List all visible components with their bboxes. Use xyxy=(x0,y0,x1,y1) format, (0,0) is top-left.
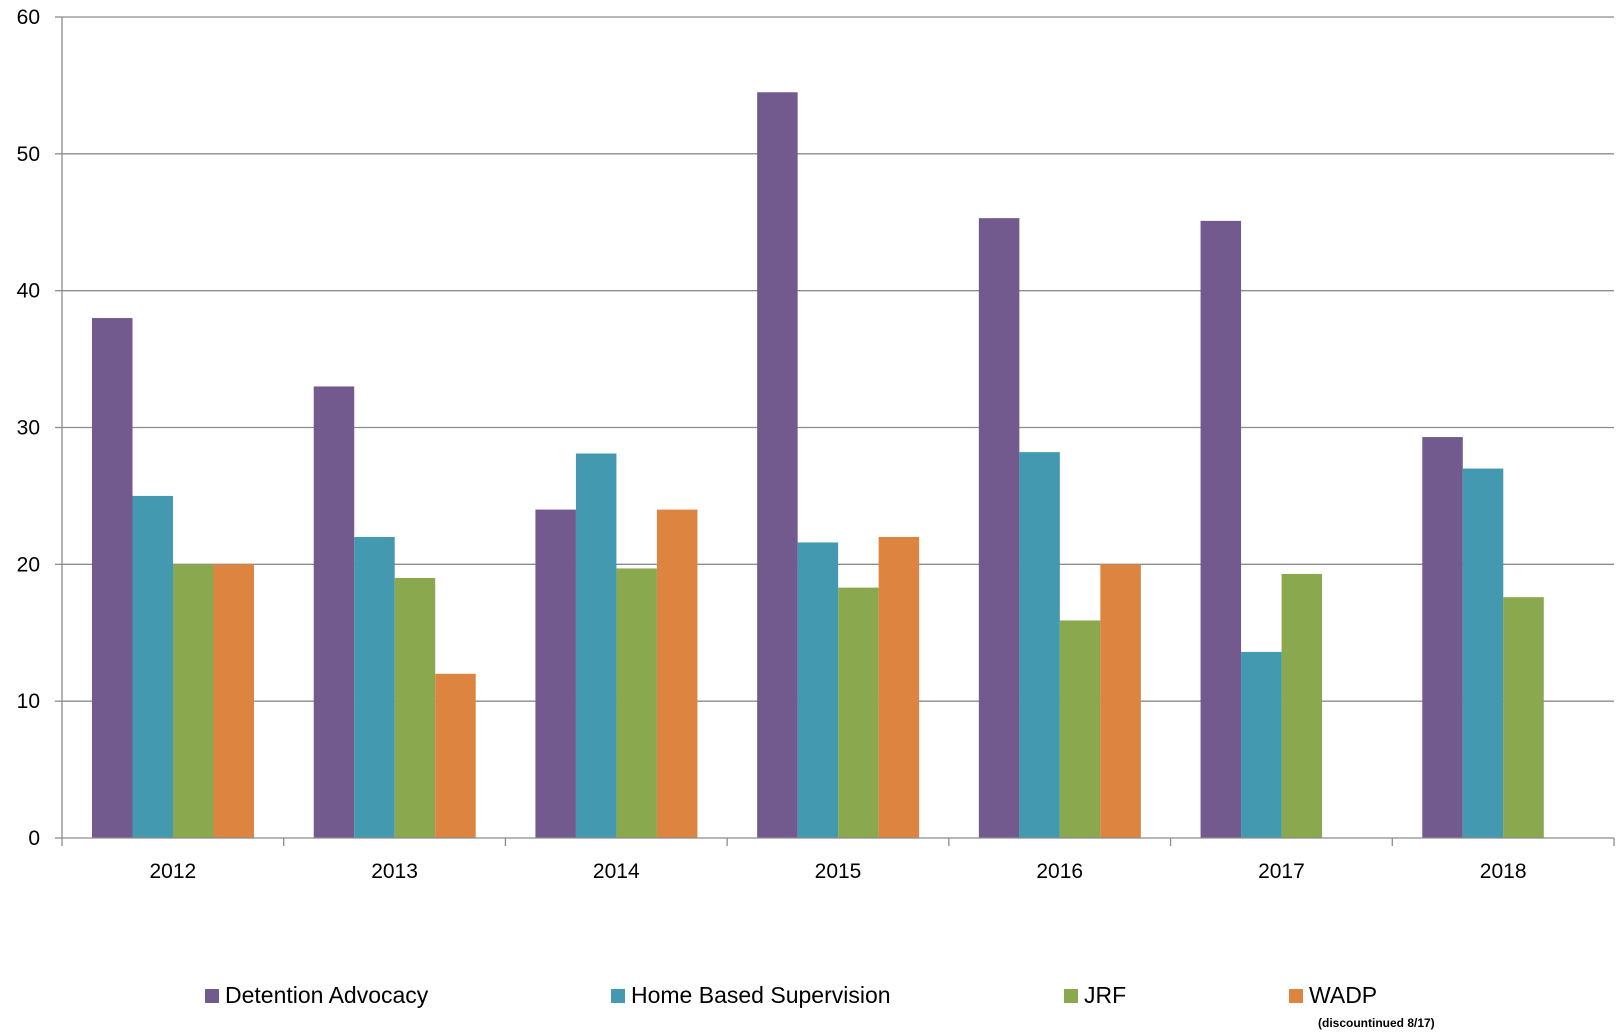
x-tick-label: 2017 xyxy=(1258,860,1305,883)
bar xyxy=(656,509,698,838)
bar xyxy=(1100,564,1141,838)
bar xyxy=(1503,597,1544,838)
bar xyxy=(1059,620,1101,838)
bar xyxy=(1462,468,1504,838)
bar xyxy=(535,509,576,838)
bar xyxy=(797,542,839,838)
x-tick-label: 2018 xyxy=(1480,860,1527,883)
bar xyxy=(575,453,617,838)
bar xyxy=(838,587,879,838)
bar xyxy=(978,218,1020,838)
bar xyxy=(616,568,657,838)
y-tick-label: 40 xyxy=(17,280,40,303)
y-tick-label: 50 xyxy=(17,143,40,166)
bar xyxy=(1019,452,1060,838)
bar xyxy=(313,386,355,838)
x-tick-label: 2014 xyxy=(593,860,640,883)
bar xyxy=(132,495,173,838)
y-tick-label: 10 xyxy=(17,690,40,713)
bar xyxy=(1422,437,1463,838)
bar xyxy=(394,578,436,838)
bar xyxy=(1200,220,1242,839)
x-tick-label: 2015 xyxy=(815,860,862,883)
x-tick-label: 2012 xyxy=(149,860,196,883)
bar xyxy=(173,564,214,838)
bar xyxy=(1281,573,1323,838)
y-tick-label: 30 xyxy=(17,417,40,440)
bar xyxy=(1241,651,1282,838)
bar xyxy=(92,318,133,838)
bar xyxy=(354,536,395,838)
y-tick-label: 0 xyxy=(28,827,40,850)
x-tick-label: 2013 xyxy=(371,860,418,883)
bar xyxy=(213,564,254,838)
y-tick-label: 20 xyxy=(17,553,40,576)
bar xyxy=(757,92,798,839)
bar xyxy=(878,536,920,838)
y-tick-label: 60 xyxy=(17,6,40,29)
bar xyxy=(435,673,476,838)
x-tick-label: 2016 xyxy=(1036,860,1083,883)
